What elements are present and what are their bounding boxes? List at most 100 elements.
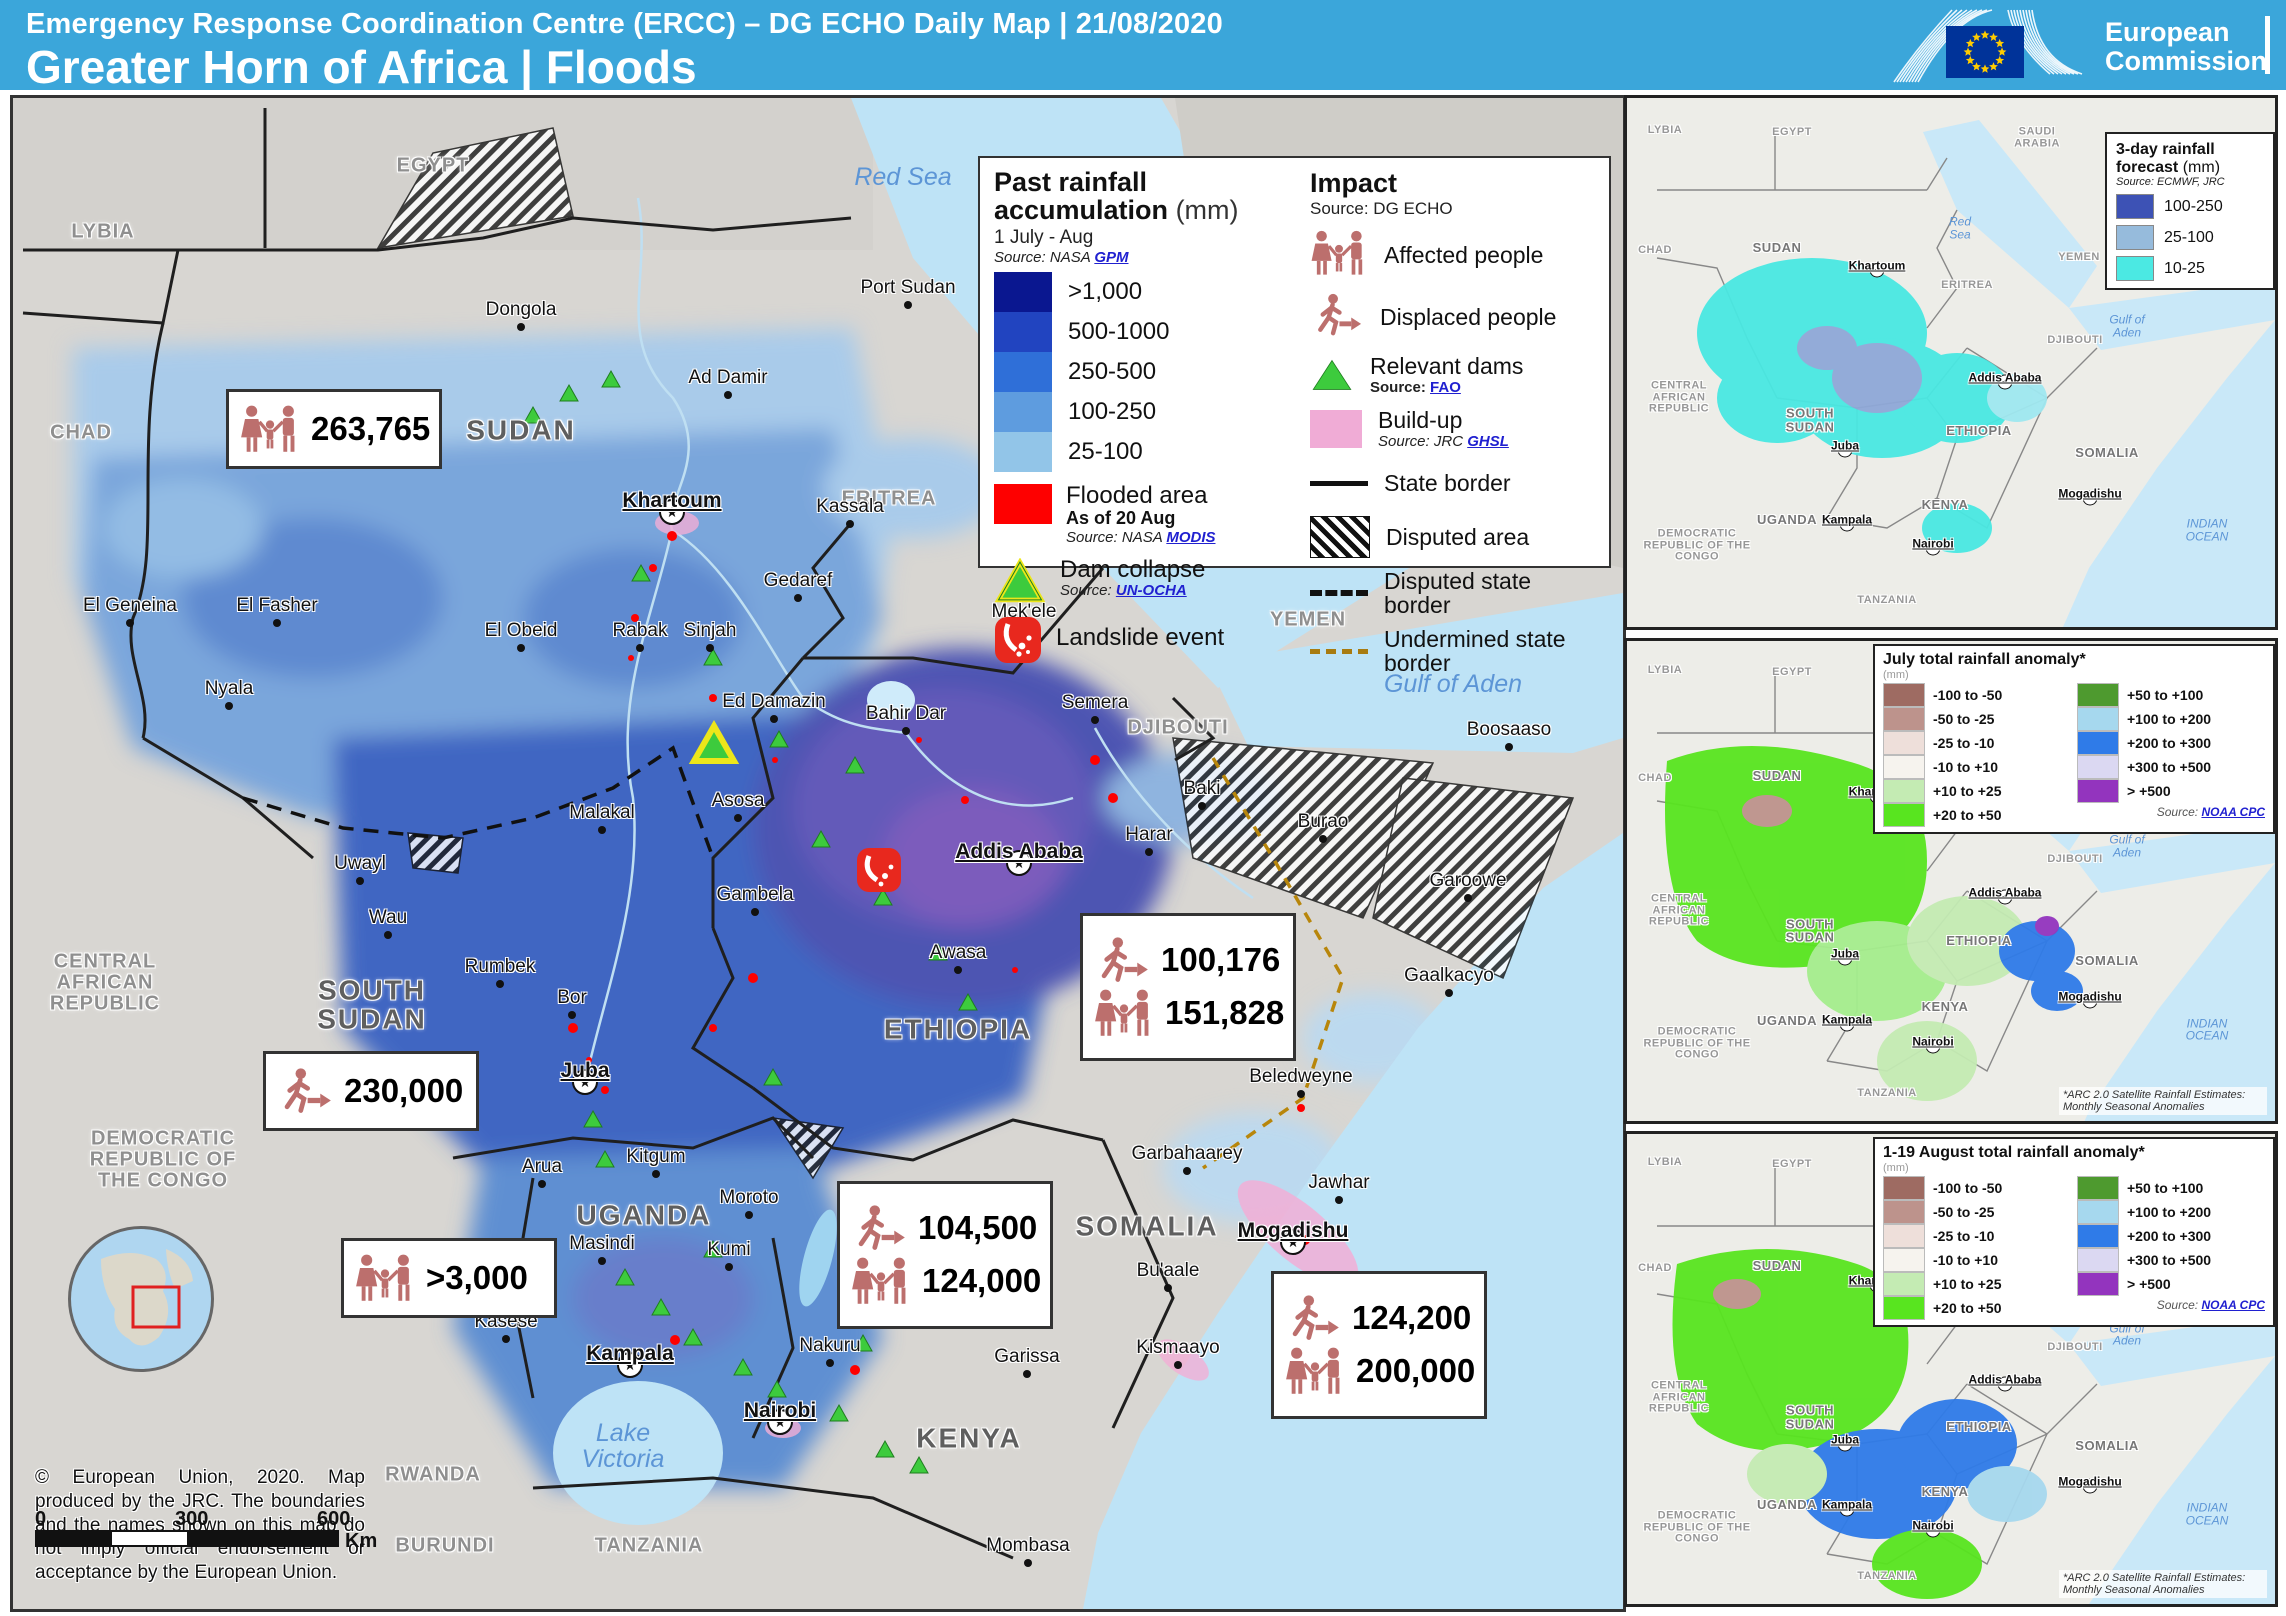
affected-people-icon xyxy=(1095,989,1149,1036)
city-dot-icon xyxy=(225,702,233,710)
landslide-marker-icon xyxy=(857,848,901,892)
anomaly-class-label: -50 to -25 xyxy=(1933,1204,1995,1220)
anomaly-class-swatch xyxy=(1883,1224,1925,1248)
dam-marker-icon xyxy=(853,1333,873,1352)
city-marker: Garbahaarey xyxy=(1132,1143,1242,1175)
anomaly-class-swatch xyxy=(2077,683,2119,707)
city-label: Addis Ababa xyxy=(1968,370,2042,385)
capital-city-marker: Mogadishu ★ xyxy=(1238,1219,1348,1255)
city-label: Masindi xyxy=(569,1233,635,1254)
city-marker: El Geneina xyxy=(83,595,177,627)
city-label: Khartoum xyxy=(622,489,722,512)
impact-disputed-border: Disputed state border xyxy=(1310,569,1600,617)
unocha-link[interactable]: UN-OCHA xyxy=(1115,581,1187,599)
anomaly-class-label: -100 to -50 xyxy=(1933,1180,2003,1196)
anomaly-class-label: -10 to +10 xyxy=(1933,759,1998,775)
city-dot-icon xyxy=(1023,1370,1031,1378)
capital-city-marker: Addis Ababa ★ xyxy=(1969,885,2041,905)
inset-country-label: TANZANIA xyxy=(1857,1086,1917,1099)
inset-country-label: EGYPT xyxy=(1772,1158,1812,1171)
country-label: SOUTH SUDAN xyxy=(317,974,427,1035)
inset-country-label: SUDAN xyxy=(1752,768,1802,784)
city-label: El Fasher xyxy=(236,595,318,616)
city-label: Addis Ababa xyxy=(1968,1372,2042,1387)
city-label: Wau xyxy=(368,907,408,928)
gpm-link[interactable]: GPM xyxy=(1094,248,1129,266)
callout-row: 100,176 xyxy=(1093,936,1283,984)
city-label: Kampala xyxy=(1821,1012,1873,1027)
city-label: Mogadishu xyxy=(2058,989,2122,1004)
capital-city-marker: Juba ★ xyxy=(1831,946,1859,966)
anomaly-class-label: +10 to +25 xyxy=(1933,1276,2002,1292)
anomaly-class-swatch xyxy=(1883,779,1925,803)
city-dot-icon xyxy=(356,877,364,885)
city-marker: Uwayl xyxy=(334,853,386,885)
lake-victoria xyxy=(553,1381,723,1525)
callout-row: 200,000 xyxy=(1284,1346,1475,1396)
city-marker: Port Sudan xyxy=(860,277,956,309)
anomaly-class-label: -25 to -10 xyxy=(1933,735,1995,751)
forecast-class-label: 10-25 xyxy=(2164,259,2205,277)
anomaly-class-swatch xyxy=(2077,1224,2119,1248)
arc-note: *ARC 2.0 Satellite Rainfall Estimates: M… xyxy=(2059,1570,2267,1598)
landslide-icon xyxy=(995,616,1041,663)
capital-city-marker: Nairobi ★ xyxy=(1912,1519,1954,1538)
city-label: Burao xyxy=(1297,811,1349,832)
city-label: Gaalkacyo xyxy=(1404,965,1494,986)
city-marker: Dongola xyxy=(486,299,556,331)
city-dot-icon xyxy=(826,1359,834,1367)
dam-markers xyxy=(523,369,978,1474)
city-marker: Nakuru xyxy=(799,1335,861,1367)
modis-link[interactable]: MODIS xyxy=(1166,528,1216,546)
capital-city-marker: Mogadishu ★ xyxy=(2058,990,2122,1009)
header-title: Emergency Response Coordination Centre (… xyxy=(26,8,1223,40)
fao-link[interactable]: FAO xyxy=(1430,378,1461,396)
flooded-patch xyxy=(1108,793,1118,803)
city-label: Mogadishu xyxy=(1237,1219,1349,1242)
city-dot-icon xyxy=(706,644,714,652)
city-marker: Jawhar xyxy=(1308,1172,1370,1204)
capital-star-icon: ★ xyxy=(767,1409,793,1435)
flooded-patch xyxy=(709,694,717,702)
country-label: UGANDA xyxy=(576,1199,712,1231)
flooded-patch xyxy=(961,796,969,804)
dam-collapse-marker-icon xyxy=(688,719,740,764)
noaa-cpc-link[interactable]: NOAA CPC xyxy=(2201,1298,2265,1312)
city-marker: Wau xyxy=(369,907,407,939)
dam-marker-icon xyxy=(559,383,579,402)
city-marker: Moroto xyxy=(719,1187,779,1219)
capital-star-icon: ★ xyxy=(659,499,685,525)
inset-country-label: CENTRAL AFRICAN REPUBLIC xyxy=(1648,379,1710,415)
dam-marker-icon xyxy=(683,1327,703,1346)
anomaly-class-row: -25 to -10 xyxy=(1883,731,2071,755)
city-dot-icon xyxy=(538,1180,546,1188)
inset-country-label: CHAD xyxy=(1638,771,1672,784)
rainfall-class-label: 500-1000 xyxy=(1068,317,1170,345)
inset-country-label: SOMALIA xyxy=(2075,445,2139,461)
city-marker: Garissa xyxy=(994,1346,1060,1378)
anomaly-class-label: +20 to +50 xyxy=(1933,807,2002,823)
state-border-icon xyxy=(1310,480,1368,486)
legend-dam-collapse: Dam collapse Source: UN-OCHA xyxy=(994,557,1294,604)
rainfall-class-row: >1,000 xyxy=(994,271,1294,312)
city-marker: Nyala xyxy=(205,678,253,710)
dam-marker-icon xyxy=(583,1109,603,1128)
ghsl-link[interactable]: GHSL xyxy=(1467,432,1509,450)
dam-marker-icon xyxy=(829,1403,849,1422)
anomaly-class-swatch xyxy=(2077,707,2119,731)
legend-rainfall-classes: >1,000 500-1000 250-500 100-250 25-100 xyxy=(994,271,1294,472)
flooded-patch xyxy=(772,757,778,763)
city-marker: Gedaref xyxy=(764,570,832,602)
anomaly-class-row: +200 to +300 xyxy=(2077,731,2265,755)
city-label: Nairobi xyxy=(743,1399,817,1422)
city-label: Kumi xyxy=(707,1239,751,1260)
city-marker: Gaalkacyo xyxy=(1404,965,1494,997)
noaa-cpc-link[interactable]: NOAA CPC xyxy=(2201,805,2265,819)
inset-country-label: DEMOCRATIC REPUBLIC OF THE CONGO xyxy=(1643,527,1751,563)
anomaly-class-swatch xyxy=(1883,1272,1925,1296)
dam-marker-icon xyxy=(958,992,978,1011)
dam-marker-icon xyxy=(909,1455,929,1474)
anomaly-class-row: +10 to +25 xyxy=(1883,1272,2071,1296)
city-marker: Mombasa xyxy=(986,1535,1070,1567)
callout-row: 124,000 xyxy=(850,1256,1041,1306)
